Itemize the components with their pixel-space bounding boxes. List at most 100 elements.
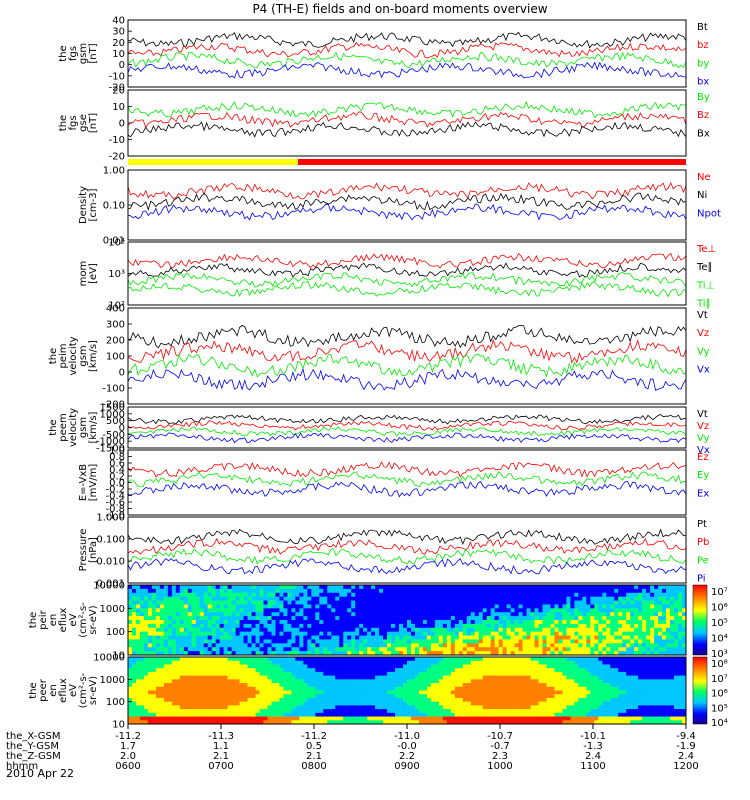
heatmap-cell bbox=[339, 675, 344, 680]
heatmap-cell bbox=[570, 660, 575, 665]
heatmap-cell bbox=[494, 592, 499, 597]
heatmap-cell bbox=[135, 585, 141, 590]
heatmap-cell bbox=[526, 647, 531, 652]
heatmap-cell bbox=[367, 588, 372, 594]
heatmap-cell bbox=[418, 697, 424, 702]
heatmap-cell bbox=[135, 600, 141, 605]
heatmap-cell bbox=[578, 686, 583, 691]
heatmap-cell bbox=[602, 716, 607, 721]
y-tick-label: 100 bbox=[106, 627, 125, 638]
heatmap-cell bbox=[279, 679, 284, 684]
heatmap-cell bbox=[422, 709, 428, 714]
heatmap-cell bbox=[363, 627, 368, 632]
heatmap-cell bbox=[128, 664, 133, 669]
heatmap-cell bbox=[534, 631, 539, 636]
heatmap-cell bbox=[128, 588, 133, 594]
heatmap-cell bbox=[179, 694, 185, 699]
heatmap-cell bbox=[554, 600, 559, 605]
heatmap-cell bbox=[183, 712, 189, 717]
heatmap-cell bbox=[263, 631, 268, 636]
heatmap-cell bbox=[494, 709, 499, 714]
heatmap-cell bbox=[399, 697, 404, 702]
heatmap-cell bbox=[351, 588, 356, 594]
heatmap-cell bbox=[243, 627, 248, 632]
heatmap-cell bbox=[207, 631, 212, 636]
heatmap-cell bbox=[207, 635, 212, 640]
heatmap-cell bbox=[534, 690, 539, 695]
heatmap-cell bbox=[582, 671, 587, 676]
heatmap-cell bbox=[291, 588, 296, 594]
heatmap-cell bbox=[426, 600, 432, 605]
heatmap-cell bbox=[474, 705, 480, 710]
heatmap-cell bbox=[602, 588, 607, 594]
heatmap-cell bbox=[363, 701, 368, 706]
heatmap-cell bbox=[510, 620, 515, 625]
heatmap-cell bbox=[187, 675, 193, 680]
heatmap-cell bbox=[163, 660, 169, 665]
heatmap-cell bbox=[414, 675, 420, 680]
heatmap-cell bbox=[231, 686, 236, 691]
heatmap-cell bbox=[554, 643, 559, 648]
heatmap-cell bbox=[510, 690, 515, 695]
heatmap-cell bbox=[227, 643, 232, 648]
heatmap-cell bbox=[375, 709, 380, 714]
heatmap-cell bbox=[438, 616, 444, 621]
heatmap-cell bbox=[454, 631, 460, 636]
heatmap-cell bbox=[474, 635, 480, 640]
heatmap-cell bbox=[403, 657, 408, 662]
heatmap-cell bbox=[331, 592, 336, 597]
heatmap-cell bbox=[606, 620, 611, 625]
heatmap-cell bbox=[478, 701, 484, 706]
heatmap-cell bbox=[438, 588, 444, 594]
heatmap-cell bbox=[151, 671, 157, 676]
heatmap-cell bbox=[395, 651, 400, 656]
heatmap-cell bbox=[654, 639, 659, 644]
heatmap-cell bbox=[682, 608, 687, 613]
heatmap-cell bbox=[546, 623, 551, 629]
heatmap-cell bbox=[622, 592, 627, 597]
heatmap-cell bbox=[343, 709, 348, 714]
heatmap-cell bbox=[450, 690, 456, 695]
heatmap-cell bbox=[522, 709, 527, 714]
heatmap-cell bbox=[128, 627, 133, 632]
heatmap-cell bbox=[183, 616, 189, 621]
heatmap-cell bbox=[155, 647, 161, 652]
heatmap-cell bbox=[494, 683, 499, 688]
heatmap-cell bbox=[391, 657, 396, 662]
heatmap-cell bbox=[175, 660, 181, 665]
heatmap-cell bbox=[239, 620, 244, 625]
heatmap-cell bbox=[506, 657, 511, 662]
heatmap-cell bbox=[159, 588, 165, 594]
heatmap-cell bbox=[371, 660, 376, 665]
heatmap-cell bbox=[478, 716, 484, 721]
heatmap-cell bbox=[410, 664, 416, 669]
heatmap-cell bbox=[662, 604, 667, 609]
heatmap-cell bbox=[618, 660, 623, 665]
heatmap-cell bbox=[323, 608, 328, 613]
heatmap-cell bbox=[331, 631, 336, 636]
heatmap-cell bbox=[606, 651, 611, 656]
heatmap-cell bbox=[311, 671, 316, 676]
heatmap-cell bbox=[542, 657, 547, 662]
heatmap-cell bbox=[243, 639, 248, 644]
heatmap-cell bbox=[235, 639, 240, 644]
heatmap-cell bbox=[383, 600, 388, 605]
heatmap-cell bbox=[414, 620, 420, 625]
y-axis-label: eV bbox=[68, 613, 79, 626]
heatmap-cell bbox=[267, 596, 272, 601]
heatmap-cell bbox=[506, 697, 511, 702]
y-tick-label: -10 bbox=[109, 71, 125, 82]
heatmap-cell bbox=[167, 608, 173, 613]
heatmap-cell bbox=[387, 596, 392, 601]
heatmap-cell bbox=[550, 600, 555, 605]
heatmap-cell bbox=[498, 712, 503, 717]
series-line-Ey bbox=[127, 471, 687, 488]
heatmap-cell bbox=[486, 639, 491, 644]
heatmap-cell bbox=[674, 596, 679, 601]
heatmap-cell bbox=[498, 639, 503, 644]
y-axis-label: the bbox=[28, 612, 39, 628]
heatmap-cell bbox=[311, 651, 316, 656]
heatmap-cell bbox=[355, 604, 360, 609]
heatmap-cell bbox=[594, 647, 599, 652]
heatmap-cell bbox=[466, 600, 472, 605]
